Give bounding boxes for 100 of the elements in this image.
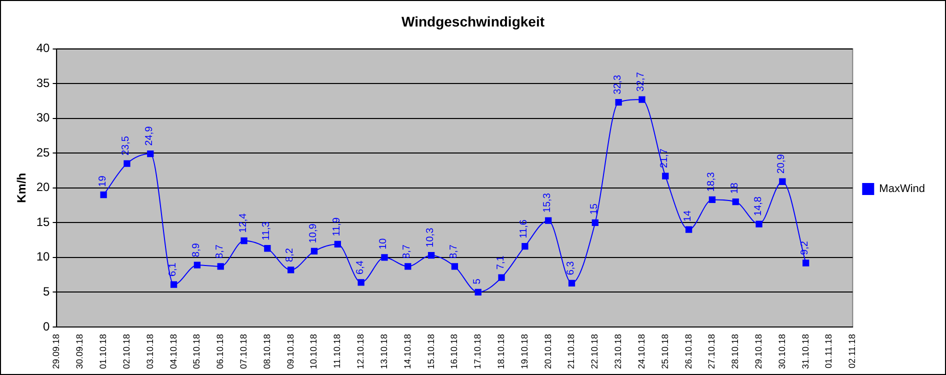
- point: [240, 237, 248, 244]
- x-tick-label: 28.10.18: [730, 334, 740, 370]
- point: [708, 196, 716, 204]
- x-tick-label: 22.10.18: [590, 334, 600, 370]
- data-label: 18,3: [706, 172, 717, 192]
- data-label: 15: [588, 203, 600, 215]
- point: [662, 172, 669, 180]
- x-tick-label: 20.10.18: [542, 334, 553, 370]
- y-axis-title: Km/h: [14, 172, 29, 203]
- x-tick-label: 08.10.18: [262, 334, 272, 370]
- x-tick-label: 03.10.18: [144, 334, 155, 370]
- x-tick-label: 07.10.18: [238, 334, 249, 370]
- x-tick-label: 09.10.18: [285, 334, 296, 370]
- point: [381, 254, 388, 261]
- data-label: 20,9: [776, 154, 788, 174]
- data-label: 23,5: [120, 136, 132, 156]
- data-label: 8,2: [284, 248, 296, 262]
- data-label: 32,7: [636, 72, 647, 92]
- x-tick-label: 14.10.18: [402, 334, 412, 370]
- x-tick-label: 12.10.18: [356, 334, 366, 370]
- point: [638, 96, 646, 103]
- x-tick-label: 30.10.18: [776, 334, 787, 370]
- point: [194, 262, 201, 268]
- x-tick-label: 17.10.18: [472, 334, 483, 370]
- y-tick-label: 30: [36, 110, 50, 125]
- data-label: 6,1: [168, 262, 179, 277]
- point: [522, 242, 528, 250]
- y-tick-label: 15: [36, 214, 50, 229]
- point: [124, 160, 130, 167]
- legend-label: MaxWind: [879, 183, 925, 196]
- point: [779, 178, 786, 185]
- point: [756, 220, 762, 228]
- data-label: 12,4: [238, 212, 249, 233]
- point: [170, 281, 178, 288]
- data-label: 8,9: [190, 242, 202, 258]
- x-tick-label: 30.09.18: [74, 334, 85, 370]
- point: [592, 219, 598, 226]
- data-label: 19: [97, 175, 108, 187]
- point: [568, 280, 576, 286]
- x-tick-label: 10.10.18: [308, 334, 319, 370]
- data-label: 6,3: [566, 260, 576, 276]
- x-tick-label: 21.10.18: [566, 334, 576, 370]
- x-tick-label: 06.10.18: [215, 334, 226, 370]
- x-tick-label: 24.10.18: [636, 334, 646, 370]
- point: [685, 226, 692, 233]
- data-label: 10,9: [308, 223, 319, 244]
- point: [334, 240, 341, 248]
- x-tick-label: 23.10.18: [613, 334, 624, 370]
- x-tick-label: 02.11.18: [847, 334, 858, 368]
- x-tick-label: 29.09.18: [51, 334, 62, 370]
- y-tick-label: 10: [36, 250, 50, 264]
- data-label: 24,9: [144, 126, 156, 146]
- data-label: 14,8: [752, 196, 764, 216]
- point: [217, 263, 224, 270]
- point: [264, 245, 271, 252]
- point: [358, 279, 364, 286]
- x-tick-label: 13.10.18: [378, 334, 389, 370]
- x-tick-label: 01.11.18: [824, 334, 834, 368]
- point: [732, 198, 739, 206]
- y-tick-label: 25: [36, 145, 50, 160]
- x-tick-label: 31.10.18: [800, 334, 810, 370]
- point: [288, 266, 294, 274]
- data-label: 15,3: [542, 192, 554, 213]
- x-tick-label: 26.10.18: [683, 334, 694, 370]
- data-label: 11,3: [261, 221, 272, 240]
- x-tick-label: 01.10.18: [98, 334, 108, 370]
- point: [404, 263, 412, 270]
- data-label: 11,9: [331, 217, 342, 236]
- x-tick-label: 19.10.18: [519, 334, 530, 370]
- data-label: 8,7: [402, 244, 413, 258]
- point: [147, 150, 154, 158]
- x-tick-label: 11.10.18: [332, 334, 342, 368]
- data-label: 11,6: [518, 219, 530, 238]
- data-label: 18: [729, 182, 740, 194]
- data-label: 6,4: [354, 260, 366, 274]
- y-tick-label: 20: [36, 180, 50, 194]
- data-label: 10: [378, 238, 390, 250]
- data-label: 7,1: [495, 255, 506, 270]
- data-label: 14: [682, 210, 694, 222]
- point: [615, 99, 622, 106]
- point: [428, 252, 435, 259]
- y-tick-label: 40: [36, 41, 50, 56]
- point: [100, 192, 107, 198]
- point: [474, 288, 482, 296]
- point: [451, 263, 458, 270]
- point: [498, 274, 505, 281]
- x-tick-label: 18.10.18: [496, 334, 506, 370]
- point: [802, 260, 810, 266]
- x-tick-label: 29.10.18: [754, 334, 764, 370]
- data-label: 32,3: [612, 74, 624, 94]
- x-tick-label: 27.10.18: [706, 334, 717, 370]
- data-label: 10,3: [425, 227, 436, 248]
- x-tick-label: 05.10.18: [192, 334, 202, 370]
- chart-title: Windgeschwindigkeit: [402, 13, 545, 30]
- y-tick-label: 0: [43, 319, 50, 334]
- point: [310, 248, 318, 254]
- y-tick-label: 5: [43, 284, 50, 299]
- y-tick-label: 35: [36, 76, 50, 90]
- x-tick-label: 04.10.18: [168, 334, 178, 370]
- x-tick-label: 15.10.18: [426, 334, 436, 370]
